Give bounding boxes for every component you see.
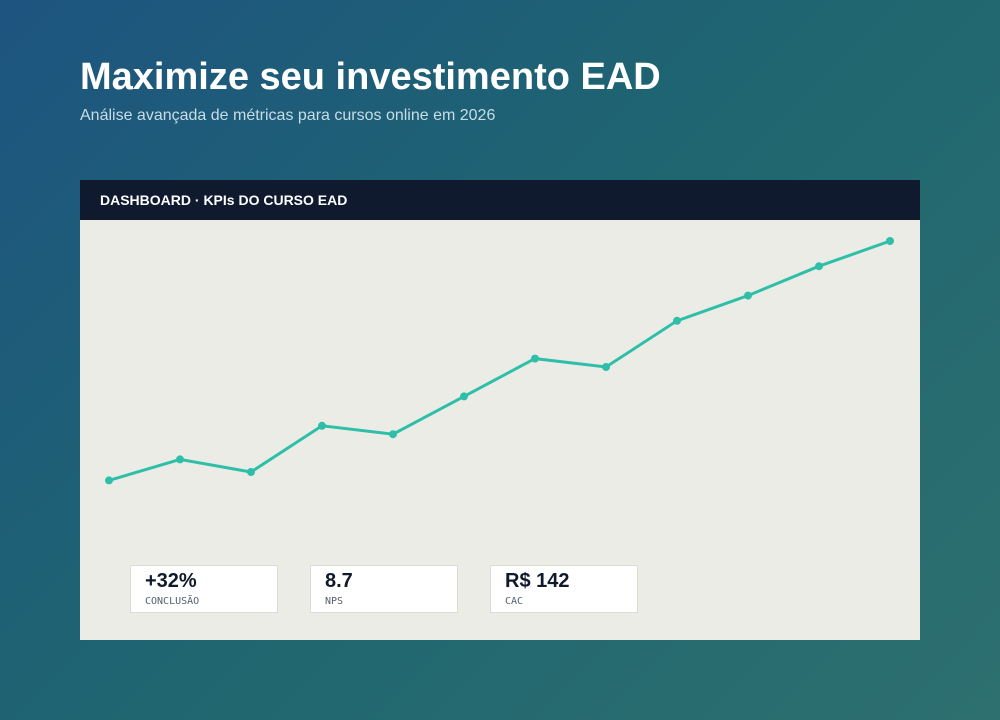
data-point [815, 262, 823, 271]
page-title: Maximize seu investimento EAD [80, 56, 661, 98]
data-point [389, 430, 397, 439]
data-point [318, 421, 326, 430]
data-point [886, 237, 894, 245]
kpi-label: CONCLUSÃO [145, 596, 200, 607]
data-point [531, 354, 539, 363]
kpi-card: R$ 142 CAC [490, 565, 638, 613]
data-point [176, 455, 184, 464]
data-point [105, 476, 113, 485]
dashboard-panel: DASHBOARD · KPIs DO CURSO EAD +32% CONCLU… [80, 180, 920, 640]
kpi-value: 8.7 [325, 570, 353, 592]
kpi-value: +32% [145, 570, 197, 592]
data-point [673, 316, 681, 325]
kpi-label: CAC [505, 596, 524, 607]
page-subtitle: Análise avançada de métricas para cursos… [80, 107, 496, 124]
kpi-card: +32% CONCLUSÃO [130, 565, 278, 613]
kpi-value: R$ 142 [505, 570, 570, 592]
data-point [460, 392, 468, 401]
kpi-card: 8.7 NPS [310, 565, 458, 613]
kpi-label: NPS [325, 596, 344, 607]
data-point [247, 468, 255, 476]
data-line [108, 239, 891, 482]
data-point [602, 363, 610, 371]
data-point [744, 291, 752, 300]
chart [105, 237, 894, 485]
dashboard-label: DASHBOARD · KPIs DO CURSO EAD [80, 180, 920, 220]
